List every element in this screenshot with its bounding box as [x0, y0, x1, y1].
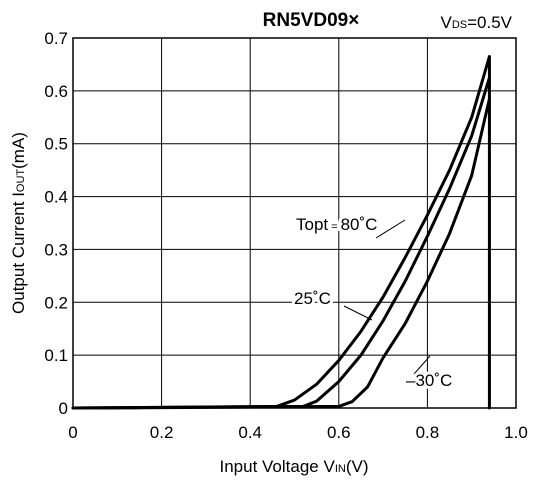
y-tick-label: 0.7	[44, 29, 68, 48]
grid-lines	[73, 38, 516, 408]
annotation-25c: 25˚C	[294, 289, 331, 308]
curves	[71, 55, 491, 410]
y-tick-label: 0.6	[44, 82, 68, 101]
leader-80	[375, 219, 406, 239]
y-tick-label: 0.3	[44, 240, 68, 259]
chart-title: RN5VD09×	[263, 10, 360, 31]
x-tick-label: 0.4	[238, 423, 262, 442]
x-axis-label: Input Voltage VIN(V)	[220, 457, 369, 476]
x-tick-label: 0.8	[416, 423, 440, 442]
condition-label: VDS=0.5V	[440, 13, 512, 32]
series-line-2	[71, 76, 491, 410]
y-tick-label: 0.4	[44, 188, 68, 207]
x-tick-label: 0.2	[150, 423, 174, 442]
series-line-1	[71, 55, 491, 410]
x-tick-label: 1.0	[504, 423, 528, 442]
y-axis-label: Output Current IOUT(mA)	[9, 132, 28, 314]
x-tick-label: 0.6	[327, 423, 351, 442]
x-tick-label: 0	[68, 423, 77, 442]
y-tick-label: 0.2	[44, 293, 68, 312]
y-tick-label: 0.1	[44, 346, 68, 365]
leader-30	[413, 355, 431, 375]
annotation-minus30c: –30˚C	[406, 371, 452, 390]
y-tick-label: 0	[59, 399, 68, 418]
leader-25	[343, 305, 373, 321]
series-line-3	[98, 97, 491, 410]
y-tick-label: 0.5	[44, 135, 68, 154]
x-tick-labels: 0 0.2 0.4 0.6 0.8 1.0	[68, 423, 528, 442]
y-tick-labels: 0 0.1 0.2 0.3 0.4 0.5 0.6 0.7	[44, 29, 68, 418]
annotation-80c: Topt = 80˚C	[296, 215, 377, 234]
plot-frame	[72, 37, 517, 409]
